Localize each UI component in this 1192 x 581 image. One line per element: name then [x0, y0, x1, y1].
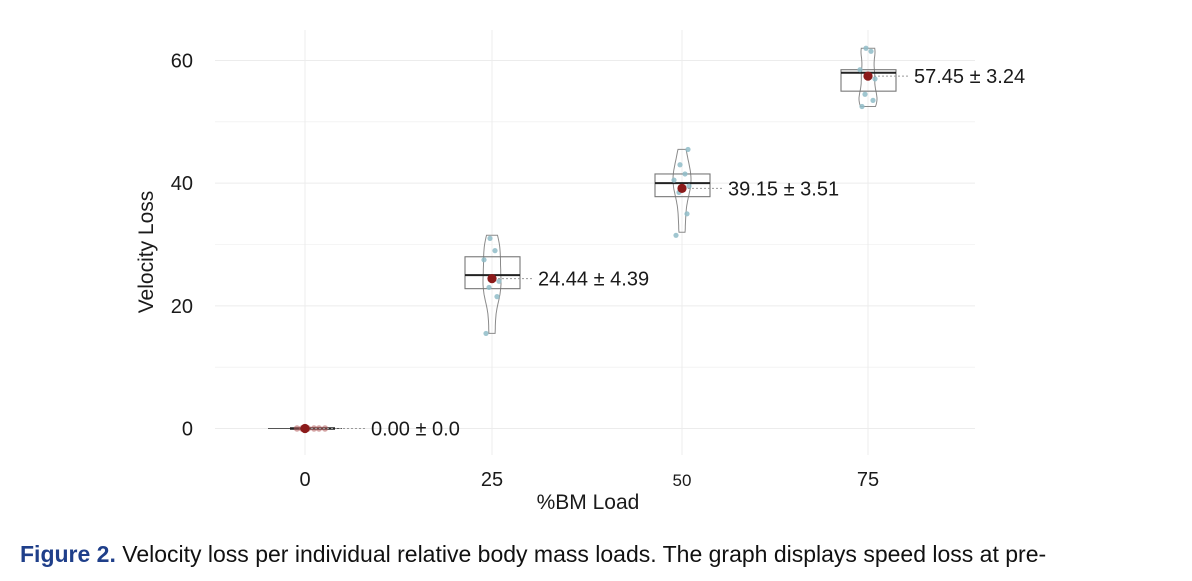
- data-point: [862, 91, 868, 97]
- boxplots: [268, 69, 897, 430]
- velocity-loss-chart: 0.00 ± 0.0 24.44 ± 4.39 39.15 ± 3.51 57.45 …: [135, 30, 1025, 514]
- data-point: [487, 235, 493, 241]
- data-point: [492, 248, 498, 254]
- mean-annotation: 57.45 ± 3.24: [914, 66, 1025, 88]
- violin: [482, 234, 502, 334]
- violins: [482, 47, 878, 334]
- mean-marker: [487, 274, 497, 284]
- data-point: [481, 257, 487, 263]
- data-point: [673, 232, 679, 238]
- data-point: [868, 48, 874, 54]
- mean-annotation: 0.00 ± 0.0: [371, 419, 460, 441]
- y-axis-label: Velocity Loss: [135, 191, 158, 314]
- gridlines: [215, 30, 975, 455]
- box: [464, 256, 521, 290]
- figure-caption: Figure 2. Velocity loss per individual r…: [20, 537, 1190, 581]
- data-point: [872, 76, 878, 82]
- mean-marker: [863, 71, 873, 81]
- box: [840, 69, 897, 92]
- y-tick-label: 0: [182, 419, 193, 441]
- y-tick-label: 20: [171, 296, 193, 318]
- data-point: [684, 211, 690, 217]
- data-point: [496, 278, 502, 284]
- data-point: [857, 67, 863, 73]
- data-point: [483, 330, 489, 337]
- y-tick-label: 40: [171, 173, 193, 195]
- data-point: [859, 103, 865, 110]
- data-point: [686, 183, 692, 189]
- mean-marker: [677, 183, 687, 193]
- mean-annotation: 24.44 ± 4.39: [538, 269, 649, 291]
- x-tick-label: 0: [299, 469, 310, 491]
- x-tick-label: 25: [481, 469, 503, 491]
- data-point: [671, 177, 677, 183]
- x-tick-label: 50: [673, 471, 692, 490]
- data-point: [310, 425, 318, 432]
- axis-ticks: 0 20 40 60 0 25 50 75: [171, 51, 879, 492]
- figure-label: Figure 2.: [20, 541, 116, 567]
- data-points: [293, 45, 878, 434]
- mean-annotation: 39.15 ± 3.51: [728, 178, 839, 200]
- data-point: [685, 146, 691, 153]
- data-point: [863, 45, 869, 51]
- mean-annotations: 0.00 ± 0.0 24.44 ± 4.39 39.15 ± 3.51 57.45 …: [311, 66, 1025, 441]
- violin: [858, 47, 878, 107]
- x-axis-label: %BM Load: [537, 491, 640, 514]
- y-tick-label: 60: [171, 51, 193, 73]
- data-point: [486, 284, 492, 291]
- mean-marker: [300, 423, 310, 434]
- data-point: [677, 162, 683, 168]
- violin: [672, 148, 692, 233]
- x-tick-label: 75: [857, 469, 879, 491]
- data-point: [293, 425, 301, 432]
- data-point: [682, 171, 688, 177]
- data-point: [870, 97, 876, 103]
- data-point: [494, 294, 500, 300]
- caption-text: Velocity loss per individual relative bo…: [122, 541, 1047, 567]
